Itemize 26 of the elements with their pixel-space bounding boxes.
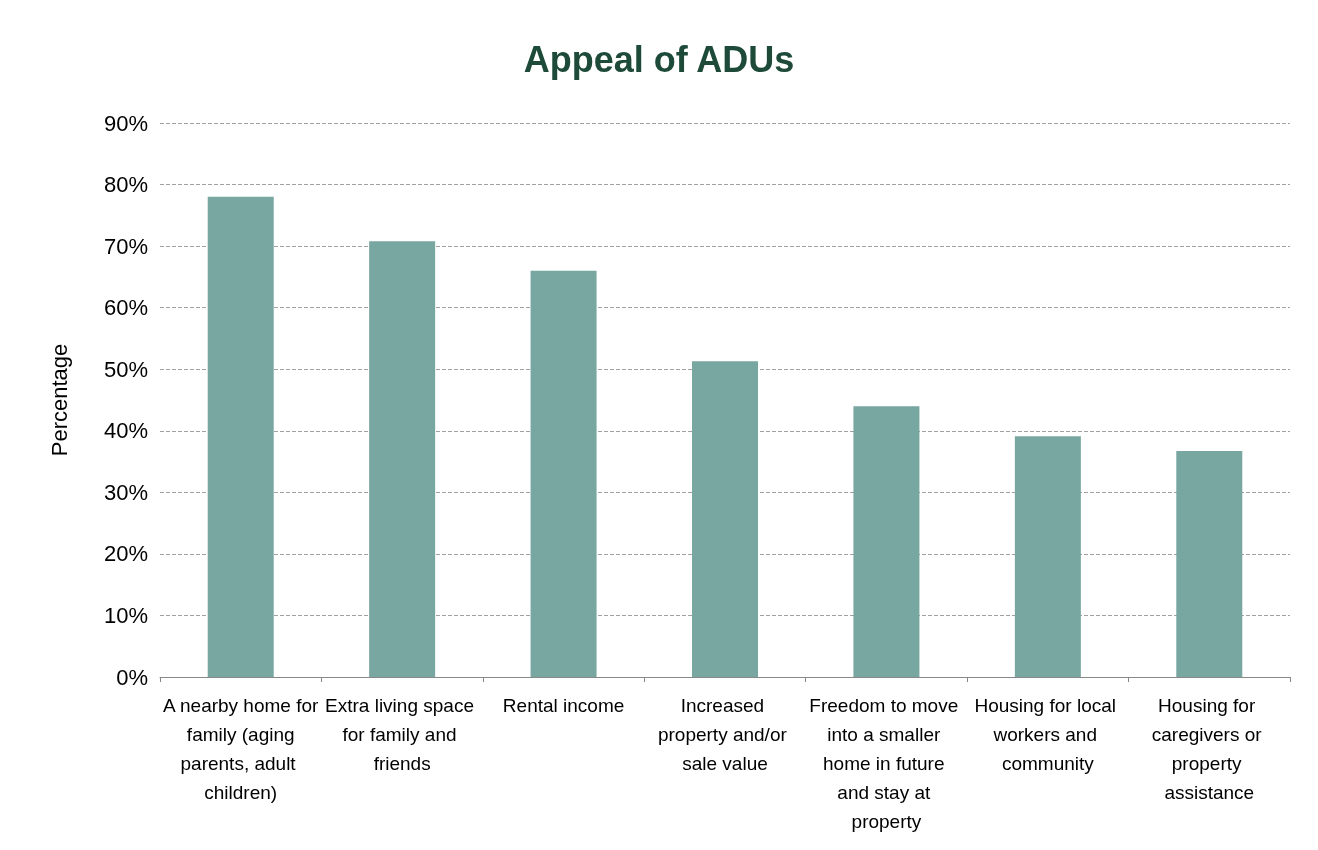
y-tick-label: 20% [103,541,148,567]
x-tick-label: Freedom to move into a smaller home in future and stay at property [809,695,964,832]
y-tick-label: 90% [103,110,148,136]
y-tick-label: 60% [103,295,148,321]
x-tick-label: A nearby home for family (aging parents, adult children) [163,695,320,803]
bar [530,270,597,677]
bar [207,196,274,677]
x-tick-label: Extra living space for family and friends [325,695,480,774]
x-tick-label: Increased property and/or sale value [657,695,793,774]
y-tick-label: 30% [103,479,148,505]
y-tick-label: 50% [103,356,148,382]
y-tick-label: 10% [103,602,148,628]
x-tick-label: Housing for caregivers or property assistance [1151,695,1267,803]
y-tick-label: 40% [103,418,148,444]
y-tick-label: 80% [103,172,148,198]
bar [853,406,920,677]
y-tick-label: 0% [116,664,148,690]
bar [1014,436,1081,677]
y-axis-title: Percentage [46,343,72,457]
x-tick-label: Housing for local workers and community [974,695,1122,774]
x-tick-label: Rental income [502,695,625,716]
bar [692,361,758,677]
bar [1176,451,1243,677]
y-tick-label: 70% [103,233,148,259]
chart-title: Appeal of ADUs [523,38,795,80]
bar [369,241,436,677]
